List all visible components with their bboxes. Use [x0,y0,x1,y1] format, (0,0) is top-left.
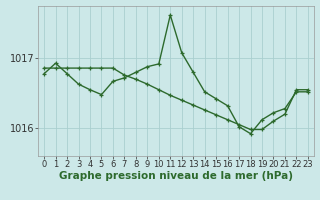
X-axis label: Graphe pression niveau de la mer (hPa): Graphe pression niveau de la mer (hPa) [59,171,293,181]
